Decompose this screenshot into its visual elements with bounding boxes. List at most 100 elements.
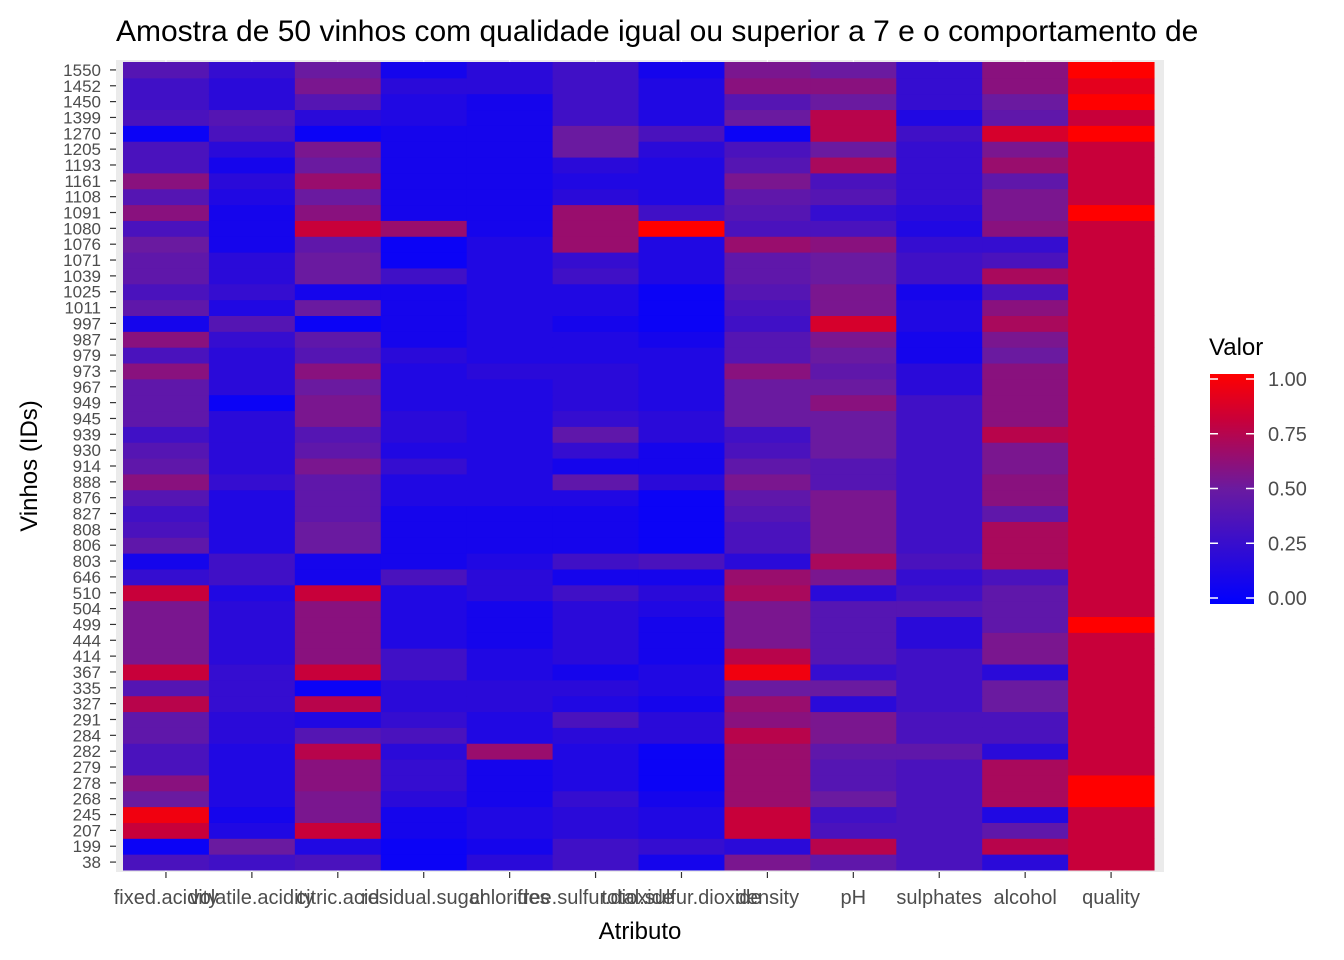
heatmap-cell xyxy=(123,220,210,237)
heatmap-cell xyxy=(982,648,1069,665)
heatmap-cell xyxy=(724,774,811,792)
heatmap-cell xyxy=(982,458,1069,475)
heatmap-cell xyxy=(552,648,640,665)
y-tick-label: 939 xyxy=(73,425,101,444)
heatmap-cell xyxy=(466,854,554,871)
heatmap-cell xyxy=(982,537,1069,554)
heatmap-cell xyxy=(380,505,468,522)
heatmap-cell xyxy=(294,172,382,190)
heatmap-cell xyxy=(724,695,811,713)
heatmap-cell xyxy=(982,315,1069,332)
heatmap-cell xyxy=(724,410,811,427)
heatmap-cell xyxy=(638,664,725,681)
heatmap-cell xyxy=(294,236,382,253)
heatmap-cell xyxy=(208,759,296,776)
heatmap-cell xyxy=(123,711,210,728)
heatmap-cell xyxy=(466,125,554,142)
heatmap-cell xyxy=(982,410,1069,427)
heatmap-cell xyxy=(466,759,554,776)
heatmap-cell xyxy=(552,426,640,443)
heatmap-cell xyxy=(552,315,640,332)
heatmap-cell xyxy=(896,426,983,443)
heatmap-cell xyxy=(810,838,897,855)
heatmap-cell xyxy=(123,141,210,158)
heatmap-cell xyxy=(810,521,897,538)
heatmap-cell xyxy=(982,727,1069,744)
heatmap-cell xyxy=(294,664,382,681)
heatmap-cell xyxy=(552,363,640,380)
heatmap-cell xyxy=(294,489,382,507)
heatmap-cell xyxy=(896,188,983,206)
heatmap-cell xyxy=(552,632,640,649)
heatmap-cell xyxy=(810,315,897,332)
heatmap-cell xyxy=(1068,442,1155,459)
heatmap-cell xyxy=(810,600,897,618)
heatmap-cell xyxy=(208,220,296,237)
heatmap-cell xyxy=(466,331,554,348)
heatmap-cell xyxy=(982,157,1069,174)
heatmap-cell xyxy=(466,489,554,507)
heatmap-cell xyxy=(1068,220,1155,237)
heatmap-cell xyxy=(810,790,897,808)
heatmap-cell xyxy=(552,204,640,221)
heatmap-cell xyxy=(208,62,296,79)
heatmap-cell xyxy=(466,172,554,190)
heatmap-cell xyxy=(466,695,554,713)
heatmap-cell xyxy=(1068,553,1155,570)
heatmap-cell xyxy=(466,616,554,633)
heatmap-cell xyxy=(294,252,382,269)
heatmap-cell xyxy=(294,267,382,285)
heatmap-cell xyxy=(294,141,382,158)
heatmap-cell xyxy=(552,394,640,412)
heatmap-cell xyxy=(896,299,983,316)
heatmap-cell xyxy=(724,426,811,443)
heatmap-cell xyxy=(552,568,640,586)
heatmap-cell xyxy=(208,648,296,665)
heatmap-cell xyxy=(123,806,210,823)
heatmap-cell xyxy=(982,854,1069,871)
heatmap-cell xyxy=(638,315,725,332)
heatmap-cell xyxy=(380,315,468,332)
heatmap-cell xyxy=(123,109,210,126)
heatmap-cell xyxy=(294,632,382,649)
heatmap-cell xyxy=(982,568,1069,586)
heatmap-cell xyxy=(380,537,468,554)
x-tick-label: residual.sugar xyxy=(361,887,487,909)
x-tick-label: volatile.acidity xyxy=(190,887,315,909)
heatmap-cell xyxy=(638,236,725,253)
heatmap-cell xyxy=(724,632,811,649)
heatmap-cell xyxy=(810,426,897,443)
heatmap-cell xyxy=(638,410,725,427)
heatmap-cell xyxy=(810,616,897,633)
heatmap-cell xyxy=(724,505,811,522)
heatmap-cell xyxy=(638,141,725,158)
heatmap-cell xyxy=(810,77,897,95)
heatmap-cell xyxy=(982,489,1069,507)
heatmap-cell xyxy=(208,394,296,412)
heatmap-cell xyxy=(724,157,811,174)
heatmap-cell xyxy=(294,473,382,491)
heatmap-cell xyxy=(466,363,554,380)
y-tick-label: 949 xyxy=(73,394,101,413)
heatmap-cell xyxy=(466,648,554,665)
heatmap-cell xyxy=(638,426,725,443)
y-tick-label: 1205 xyxy=(63,140,101,159)
heatmap-cell xyxy=(724,854,811,871)
heatmap-cell xyxy=(466,299,554,316)
y-tick-label: 967 xyxy=(73,378,101,397)
heatmap-cell xyxy=(380,267,468,285)
heatmap-cell xyxy=(724,727,811,744)
y-tick-label: 876 xyxy=(73,489,101,508)
heatmap-cell xyxy=(896,93,983,111)
heatmap-cell xyxy=(982,442,1069,459)
heatmap-cell xyxy=(123,822,210,839)
heatmap-cell xyxy=(810,125,897,142)
heatmap-cell xyxy=(638,727,725,744)
y-tick-label: 278 xyxy=(73,774,101,793)
heatmap-cell xyxy=(810,267,897,285)
heatmap-cell xyxy=(982,759,1069,776)
heatmap-cell xyxy=(552,711,640,728)
heatmap-cell xyxy=(724,806,811,823)
y-tick-label: 1193 xyxy=(64,156,101,175)
heatmap-cell xyxy=(1068,521,1155,538)
